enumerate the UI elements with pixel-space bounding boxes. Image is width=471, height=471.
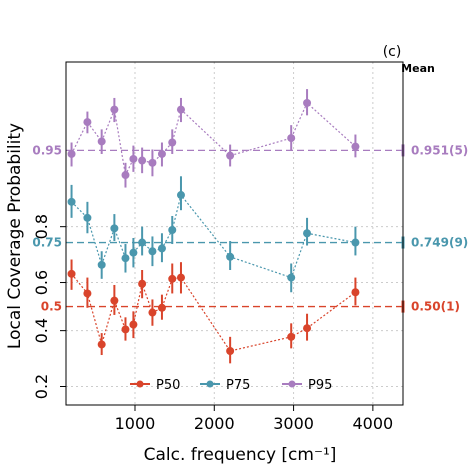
data-point-p50: [83, 289, 92, 298]
data-point-p95: [110, 105, 119, 114]
data-point-p95: [138, 156, 147, 165]
y-tick-label: 0.8: [32, 214, 51, 239]
data-point-p50: [226, 346, 235, 355]
data-point-p95: [226, 151, 235, 160]
x-tick-label: 3000: [273, 414, 314, 433]
data-point-p75: [67, 197, 76, 206]
data-point-p50: [287, 332, 296, 341]
mean-label-p95: 0.951(5): [411, 143, 468, 157]
panel-label: (c): [383, 44, 402, 60]
reference-label-p95: 0.95: [32, 143, 62, 157]
data-point-p75: [110, 224, 119, 233]
data-point-p95: [97, 137, 106, 146]
data-point-p50: [138, 279, 147, 288]
data-point-p50: [67, 269, 76, 278]
data-point-p95: [67, 149, 76, 158]
mean-header: Mean: [401, 62, 435, 75]
series-line-p75: [71, 193, 356, 279]
data-point-p95: [129, 154, 138, 163]
data-point-p75: [351, 238, 360, 247]
data-point-p95: [351, 142, 360, 151]
x-tick-label: 2000: [194, 414, 235, 433]
data-point-p50: [129, 320, 138, 329]
data-point-p50: [121, 325, 130, 334]
data-point-p75: [138, 238, 147, 247]
y-tick-label: 0.2: [32, 374, 51, 399]
reference-label-p75: 0.75: [32, 236, 62, 250]
y-tick-label: 0.6: [32, 270, 51, 295]
data-point-p50: [351, 288, 360, 297]
data-point-p95: [121, 171, 130, 180]
legend: P50 P75 P95: [130, 378, 332, 393]
data-point-p95: [157, 149, 166, 158]
legend-label-p75: P75: [226, 378, 250, 393]
y-tick-label: 0.4: [32, 318, 51, 343]
legend-marker-p95: [288, 380, 296, 388]
data-point-p50: [176, 273, 185, 282]
y-axis-title: Local Coverage Probability: [5, 123, 25, 349]
data-point-p75: [83, 213, 92, 222]
x-tick-label: 4000: [353, 414, 394, 433]
data-point-p95: [168, 138, 177, 147]
data-point-p75: [303, 229, 312, 238]
data-point-p95: [176, 105, 185, 114]
data-point-p50: [148, 308, 157, 317]
data-point-p75: [148, 247, 157, 256]
plot-frame: [65, 61, 404, 406]
legend-marker-p50: [136, 380, 144, 388]
data-point-p75: [226, 252, 235, 261]
x-axis-title: Calc. frequency [cm⁻¹]: [144, 445, 337, 465]
data-point-p75: [157, 244, 166, 253]
data-point-p75: [287, 273, 296, 282]
mean-label-p75: 0.749(9): [411, 236, 468, 250]
mean-label-p50: 0.50(1): [411, 300, 460, 314]
data-point-p50: [157, 303, 166, 312]
data-point-p75: [129, 248, 138, 257]
data-point-p95: [83, 118, 92, 127]
data-point-p95: [148, 158, 157, 167]
data-point-p50: [168, 274, 177, 283]
data-point-p95: [303, 98, 312, 107]
data-point-p75: [97, 260, 106, 269]
data-point-p50: [97, 340, 106, 349]
data-point-p50: [303, 324, 312, 333]
reference-label-p50: 0.5: [41, 300, 62, 314]
data-point-p50: [110, 296, 119, 305]
data-point-p75: [176, 191, 185, 200]
x-tick-label: 1000: [115, 414, 156, 433]
data-point-p75: [121, 254, 130, 263]
data-point-p95: [287, 134, 296, 143]
legend-marker-p75: [206, 380, 214, 388]
data-point-p75: [168, 226, 177, 235]
legend-label-p50: P50: [156, 378, 180, 393]
legend-label-p95: P95: [308, 378, 332, 393]
